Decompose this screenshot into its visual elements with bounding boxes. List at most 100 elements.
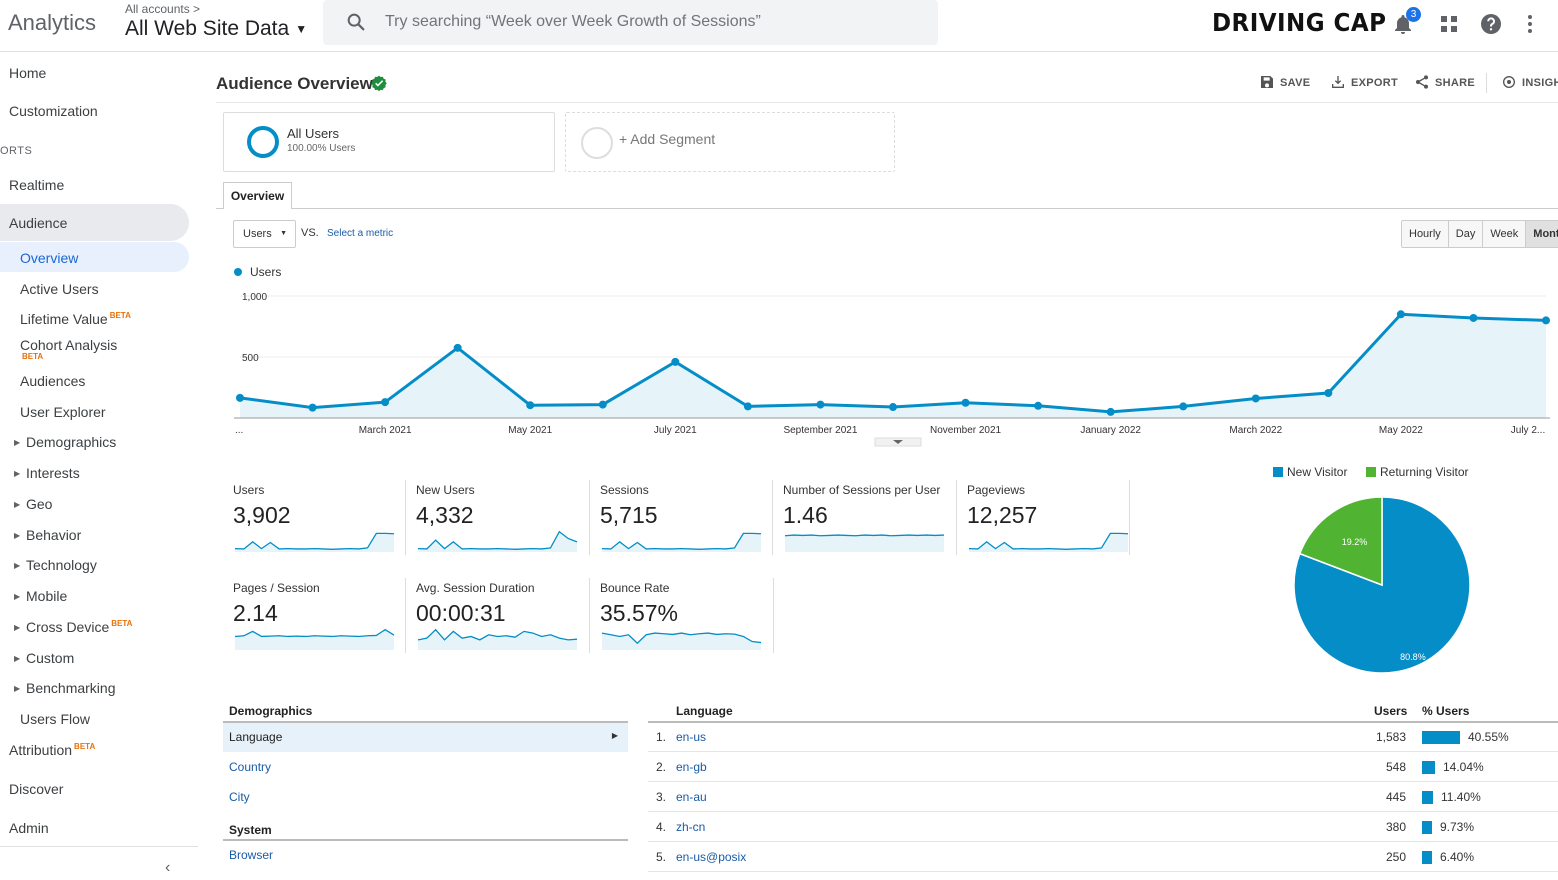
chart-point[interactable] xyxy=(816,400,825,409)
main-content: Audience Overview SAVE EXPORT SHARE INSI… xyxy=(198,53,1558,880)
nav-demographics[interactable]: ▶ Demographics xyxy=(14,434,116,450)
chart-point[interactable] xyxy=(526,401,535,410)
nav-cross-device[interactable]: ▶ Cross Device BETA xyxy=(14,619,132,635)
demographics-heading: Demographics xyxy=(229,704,313,718)
language-link[interactable]: en-gb xyxy=(676,760,707,774)
nav-audiences[interactable]: Audiences xyxy=(20,373,86,389)
chart-point[interactable] xyxy=(1396,310,1405,319)
scorecard-value: 1.46 xyxy=(783,502,828,528)
visitor-pie-chart: 80.8% 19.2% xyxy=(1293,496,1471,674)
chart-point[interactable] xyxy=(1106,407,1115,416)
sparkline-area xyxy=(969,533,1128,552)
insights-icon xyxy=(1503,76,1515,88)
chart-point[interactable] xyxy=(1542,316,1550,325)
action-separator xyxy=(1486,73,1487,93)
expand-arrow-icon: ▶ xyxy=(14,561,21,570)
chart-point[interactable] xyxy=(961,398,970,407)
nav-mobile[interactable]: ▶ Mobile xyxy=(14,588,67,604)
pie-slice-returning-visitor[interactable] xyxy=(1298,496,1383,587)
scorecard-bounce-rate[interactable]: Bounce Rate 35.57% xyxy=(600,581,780,666)
chart-point[interactable] xyxy=(236,393,244,402)
nav-users-flow[interactable]: Users Flow xyxy=(20,711,91,727)
scorecard-separator xyxy=(956,480,957,555)
nav-lifetime-value[interactable]: Lifetime Value BETA xyxy=(20,311,131,327)
nav-attribution[interactable]: Attribution BETA xyxy=(9,742,95,758)
language-link[interactable]: en-us xyxy=(676,730,707,744)
nav-custom[interactable]: ▶ Custom xyxy=(14,650,74,666)
language-link[interactable]: en-us@posix xyxy=(676,850,747,864)
select-metric-link[interactable]: Select a metric xyxy=(327,228,394,239)
chart-point[interactable] xyxy=(671,357,680,366)
insights-button[interactable]: INSIGH xyxy=(1503,76,1558,89)
pct-users-value: 11.40% xyxy=(1441,790,1481,804)
collapse-sidebar-icon[interactable]: ‹ xyxy=(165,859,171,876)
language-link[interactable]: en-au xyxy=(676,790,707,804)
search-box[interactable]: Try searching “Week over Week Growth of … xyxy=(323,0,938,45)
metric-select[interactable]: Users ▼ xyxy=(233,220,296,248)
period-week-button[interactable]: Week xyxy=(1482,221,1526,247)
period-day-button[interactable]: Day xyxy=(1447,221,1483,247)
demographics-country-link[interactable]: Country xyxy=(229,760,272,774)
chart-point[interactable] xyxy=(381,398,390,407)
nav-active-users[interactable]: Active Users xyxy=(20,281,99,297)
nav-benchmarking[interactable]: ▶ Benchmarking xyxy=(14,680,116,696)
period-month-button[interactable]: Month xyxy=(1525,221,1558,247)
sparkline-area xyxy=(235,533,394,552)
scorecard-pageviews[interactable]: Pageviews 12,257 xyxy=(967,483,1147,568)
chart-point[interactable] xyxy=(1034,401,1043,410)
chart-point[interactable] xyxy=(889,403,897,412)
nav-cohort-analysis[interactable]: Cohort Analysis BETA xyxy=(20,337,117,361)
export-button[interactable]: EXPORT xyxy=(1332,76,1398,89)
scorecard-pages-session[interactable]: Pages / Session 2.14 xyxy=(233,581,413,666)
chart-point[interactable] xyxy=(1324,388,1333,397)
nav-geo[interactable]: ▶ Geo xyxy=(14,496,52,512)
chart-point[interactable] xyxy=(1251,394,1260,403)
scorecard-new-users[interactable]: New Users 4,332 xyxy=(416,483,596,568)
more-vert-icon[interactable] xyxy=(1518,12,1542,36)
account-breadcrumb[interactable]: All accounts > xyxy=(125,2,201,16)
nav-customization[interactable]: Customization xyxy=(9,103,98,119)
period-hourly-button[interactable]: Hourly xyxy=(1402,221,1448,247)
tab-overview[interactable]: Overview xyxy=(223,182,292,209)
help-icon[interactable] xyxy=(1479,12,1503,36)
chart-point[interactable] xyxy=(453,343,462,352)
chart-point[interactable] xyxy=(308,403,317,412)
scorecard-sessions[interactable]: Sessions 5,715 xyxy=(600,483,780,568)
chart-point[interactable] xyxy=(743,402,752,411)
nav-interests[interactable]: ▶ Interests xyxy=(14,465,80,481)
system-browser-link[interactable]: Browser xyxy=(229,848,274,862)
scorecard-number-of-sessions-per-user[interactable]: Number of Sessions per User 1.46 xyxy=(783,483,963,568)
beta-badge: BETA xyxy=(74,742,96,752)
app-name[interactable]: Analytics xyxy=(8,10,97,35)
scorecard-avg-session-duration[interactable]: Avg. Session Duration 00:00:31 xyxy=(416,581,596,666)
period-selector: HourlyDayWeekMonth xyxy=(1401,220,1558,248)
sparkline-area xyxy=(602,533,761,552)
chart-point[interactable] xyxy=(1179,402,1188,411)
nav-realtime[interactable]: Realtime xyxy=(9,177,65,193)
bell-icon[interactable] xyxy=(1391,12,1415,36)
scorecard-users[interactable]: Users 3,902 xyxy=(233,483,413,568)
add-segment-button[interactable]: + Add Segment xyxy=(565,112,895,172)
segment-all-users[interactable]: All Users 100.00% Users xyxy=(223,112,555,172)
nav-technology[interactable]: ▶ Technology xyxy=(14,557,97,573)
language-link[interactable]: zh-cn xyxy=(676,820,706,834)
nav-user-explorer[interactable]: User Explorer xyxy=(20,404,106,420)
chart-point[interactable] xyxy=(598,400,607,409)
scorecard-sparkline xyxy=(234,532,395,552)
demographics-language-row[interactable]: Language ▶ xyxy=(223,723,628,752)
chart-point[interactable] xyxy=(1469,313,1478,322)
scorecard-label: Pages / Session xyxy=(233,581,320,595)
nav-admin[interactable]: Admin xyxy=(9,820,49,836)
nav-home[interactable]: Home xyxy=(9,65,47,81)
share-button[interactable]: SHARE xyxy=(1416,75,1475,89)
save-button[interactable]: SAVE xyxy=(1261,76,1310,89)
view-selector[interactable]: All Web Site Data ▼ xyxy=(125,17,307,41)
nav-behavior[interactable]: ▶ Behavior xyxy=(14,527,81,543)
nav-overview[interactable]: Overview xyxy=(20,250,79,266)
nav-discover[interactable]: Discover xyxy=(9,781,64,797)
caret-down-icon: ▼ xyxy=(295,22,308,37)
scorecard-sparkline xyxy=(601,632,762,650)
demographics-city-link[interactable]: City xyxy=(229,790,250,804)
nav-audience[interactable]: Audience xyxy=(9,215,68,231)
apps-grid-icon[interactable] xyxy=(1437,12,1461,36)
